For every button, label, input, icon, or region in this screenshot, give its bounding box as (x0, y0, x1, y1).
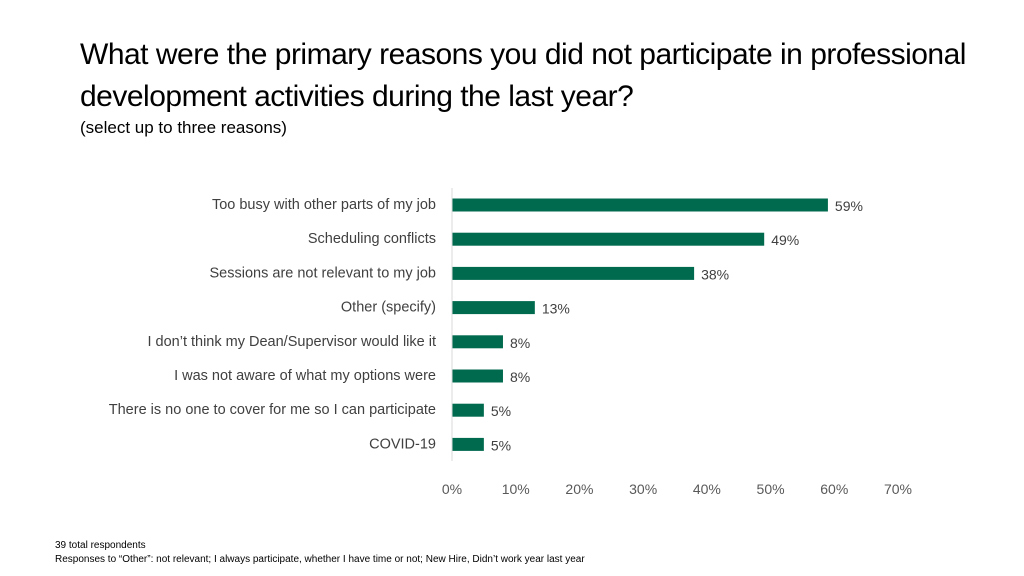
category-label: Scheduling conflicts (308, 231, 436, 247)
x-tick-label: 30% (629, 481, 657, 497)
x-tick-label: 50% (757, 481, 785, 497)
x-tick-label: 20% (565, 481, 593, 497)
bar (452, 437, 484, 451)
category-label: I was not aware of what my options were (174, 368, 436, 384)
slide-title: What were the primary reasons you did no… (80, 38, 966, 113)
bar (452, 232, 765, 246)
slide-subtitle: (select up to three reasons) (80, 118, 287, 137)
respondents-note: 39 total respondents (55, 540, 146, 551)
x-tick-label: 60% (820, 481, 848, 497)
x-tick-label: 40% (693, 481, 721, 497)
bar (452, 301, 535, 315)
category-label: There is no one to cover for me so I can… (109, 402, 436, 418)
category-label: Too busy with other parts of my job (212, 197, 436, 213)
bar (452, 403, 484, 417)
data-label: 49% (771, 232, 799, 248)
data-label: 38% (701, 266, 729, 282)
data-label: 13% (542, 301, 570, 317)
x-tick-label: 10% (502, 481, 530, 497)
footnotes: 39 total respondents Responses to “Other… (55, 539, 585, 567)
bar (452, 198, 828, 212)
x-tick-label: 0% (442, 481, 462, 497)
other-responses-note: Responses to “Other”: not relevant; I al… (55, 554, 585, 565)
category-label: I don’t think my Dean/Supervisor would l… (147, 334, 436, 350)
data-label: 8% (510, 335, 530, 351)
bar (452, 335, 503, 349)
category-label: Other (specify) (341, 300, 436, 316)
data-label: 5% (491, 437, 511, 453)
bar (452, 266, 695, 280)
data-label: 5% (491, 403, 511, 419)
bar (452, 369, 503, 383)
category-label: Sessions are not relevant to my job (210, 265, 436, 281)
category-label: COVID-19 (369, 436, 436, 452)
data-label: 59% (835, 198, 863, 214)
x-tick-label: 70% (884, 481, 912, 497)
data-label: 8% (510, 369, 530, 385)
